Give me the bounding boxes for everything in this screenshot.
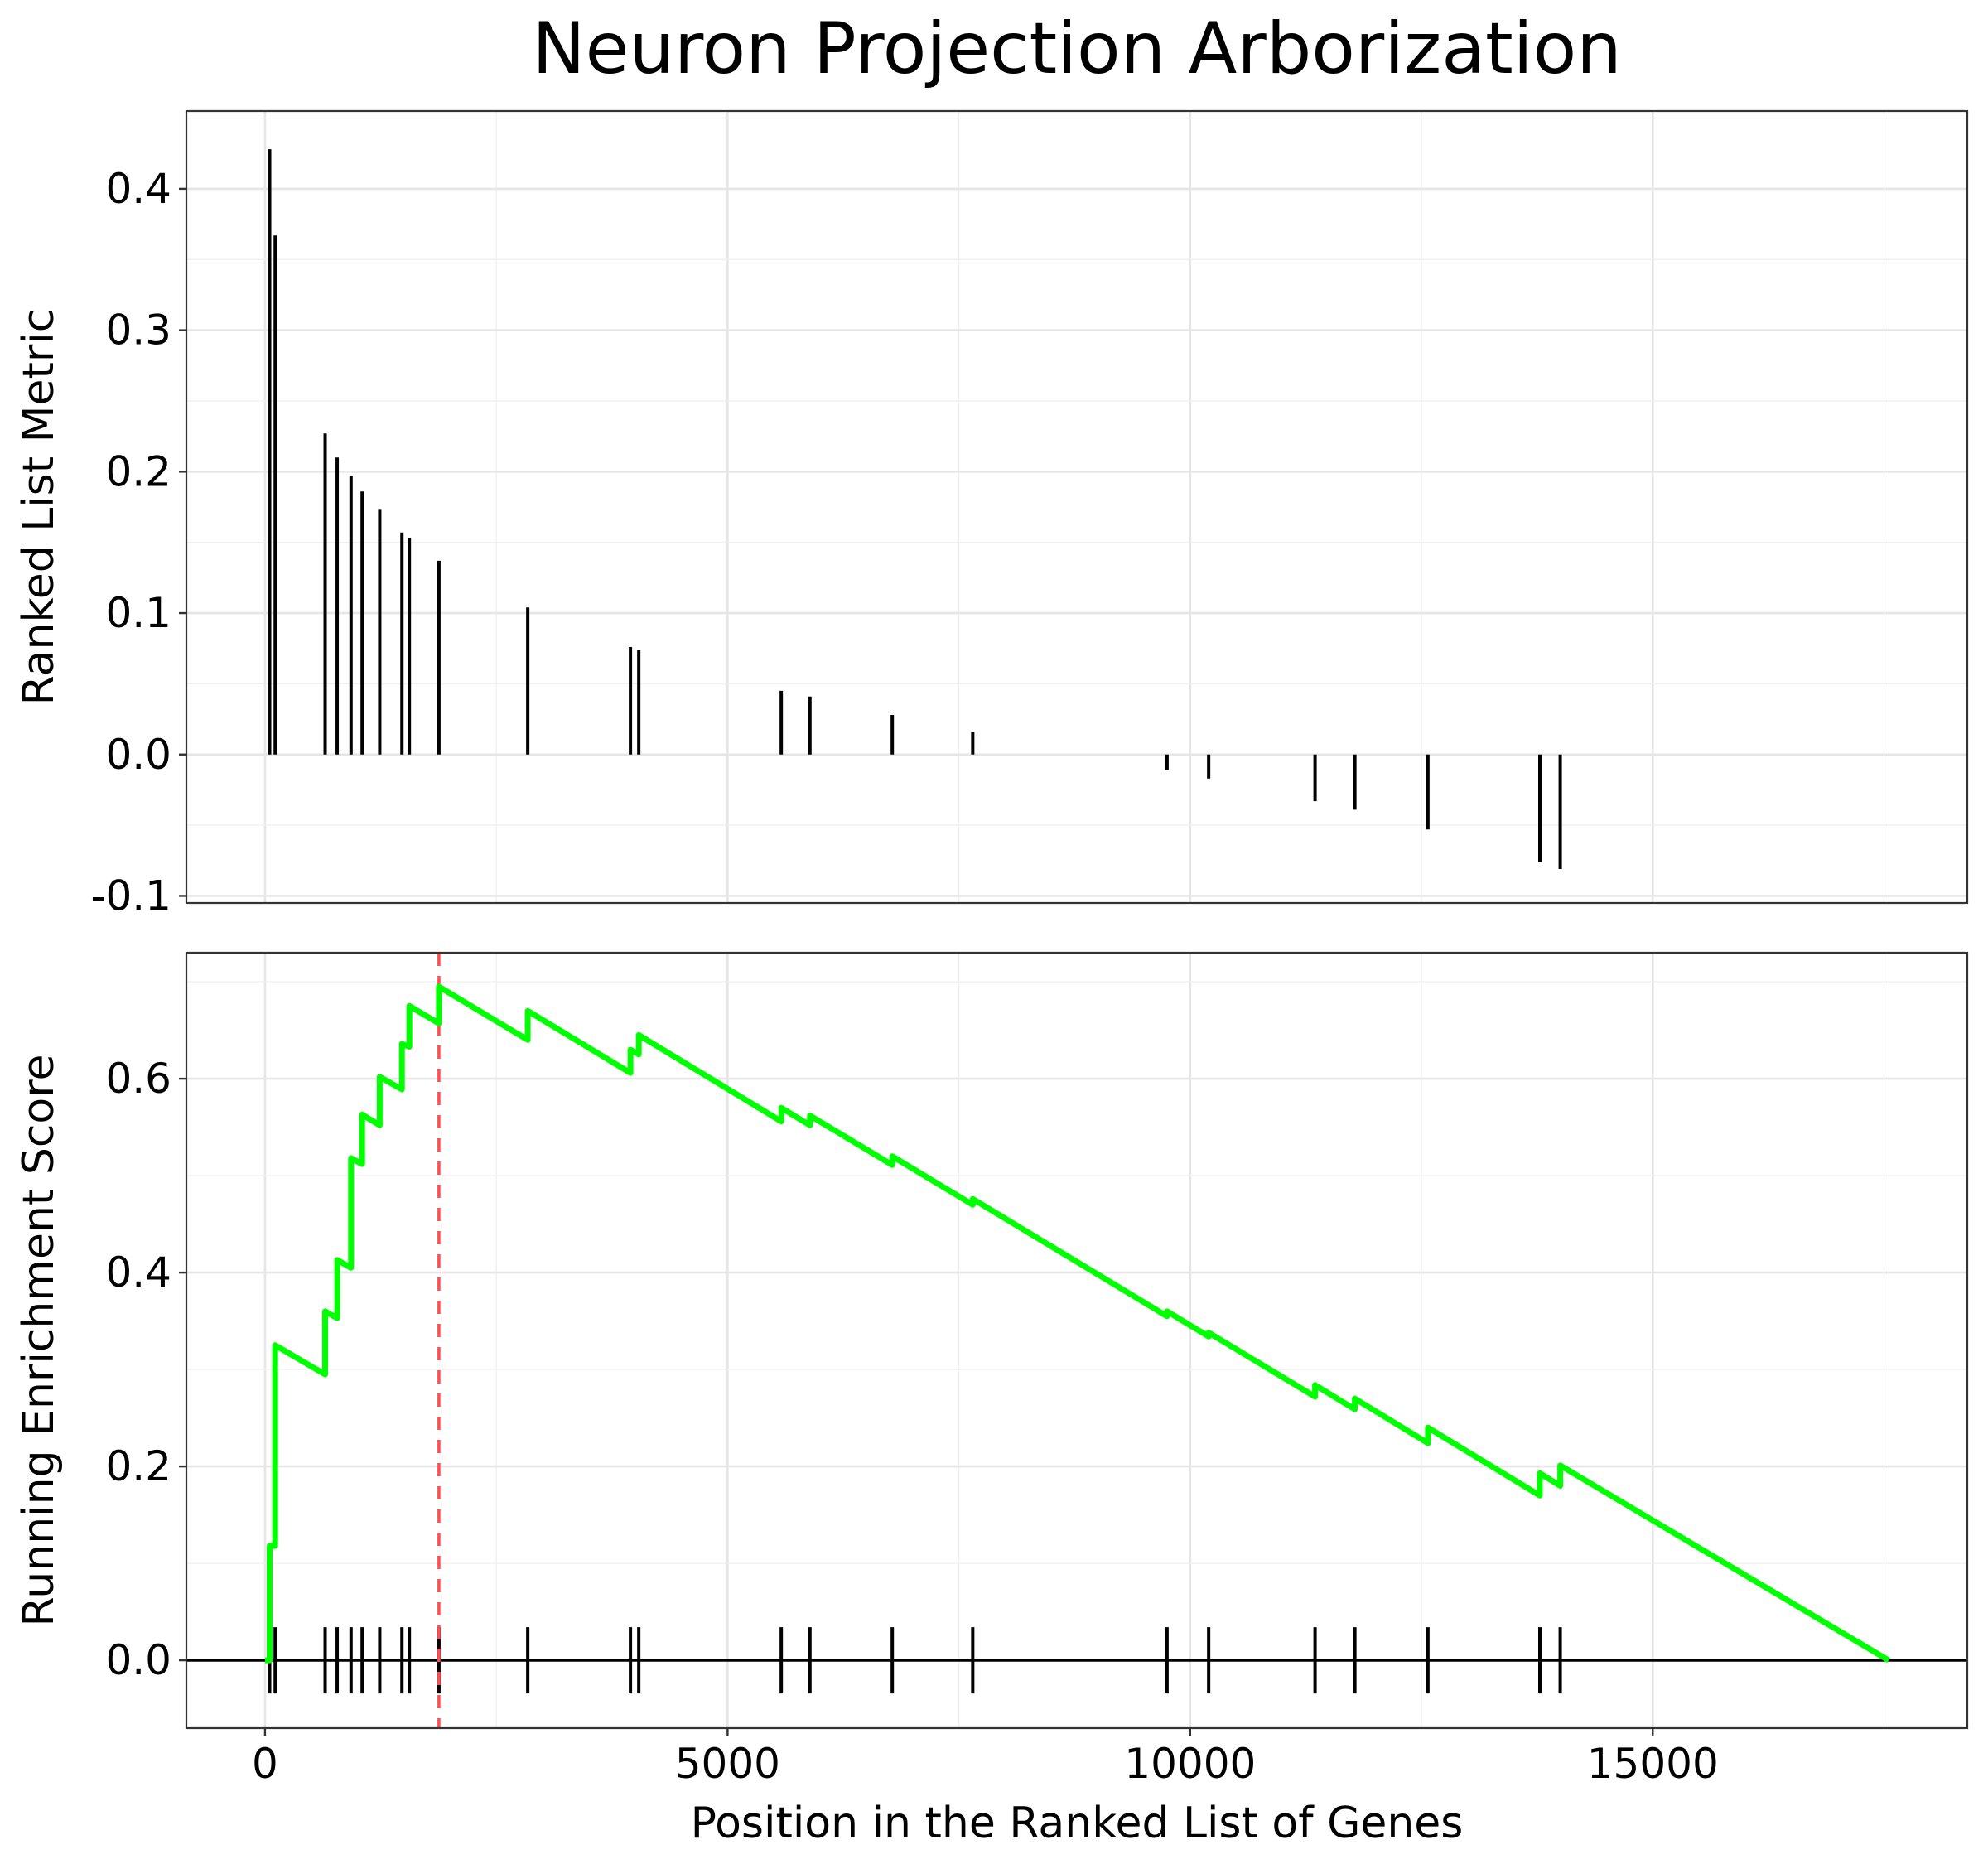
ranked-metric-panel-border xyxy=(185,109,1969,905)
ranked-metric-y-tick-label: 0.3 xyxy=(105,307,171,355)
x-axis-ticks: 0 5000 10000 15000 xyxy=(252,1728,1719,1788)
running-enrichment-line xyxy=(264,983,1890,1664)
ranked-metric-y-tick-label: 0.4 xyxy=(105,165,171,213)
ranked-metric-bars xyxy=(268,149,1562,870)
ranked-metric-panel: -0.1 0.0 0.1 0.2 0.3 0.4 Ranked List Metric xyxy=(14,109,1969,920)
chart-title: Neuron Projection Arborization xyxy=(532,7,1622,90)
running-enrichment-y-label: Running Enrichment Score xyxy=(14,1055,64,1627)
running-enrichment-y-tick-label: 0.0 xyxy=(105,1636,171,1684)
running-enrichment-y-tick-label: 0.6 xyxy=(105,1055,171,1103)
ranked-metric-grid xyxy=(186,111,1967,903)
ranked-metric-y-label: Ranked List Metric xyxy=(14,309,64,706)
running-enrichment-y-tick-label: 0.2 xyxy=(105,1442,171,1490)
ranked-metric-y-tick-label: 0.2 xyxy=(105,447,171,495)
ranked-metric-y-tick-label: -0.1 xyxy=(90,872,171,920)
running-enrichment-y-tick-label: 0.4 xyxy=(105,1248,171,1297)
x-axis-tick-label: 5000 xyxy=(675,1740,780,1788)
x-axis-tick-label: 0 xyxy=(252,1740,278,1788)
x-axis-label: Position in the Ranked List of Genes xyxy=(691,1799,1464,1848)
running-enrichment-panel: 0.0 0.2 0.4 0.6 Running Enrichment Score xyxy=(14,951,1969,1730)
x-axis-tick-label: 15000 xyxy=(1587,1740,1719,1788)
x-axis-tick-label: 10000 xyxy=(1124,1740,1256,1788)
running-enrichment-grid xyxy=(186,953,1967,1728)
running-enrichment-panel-border xyxy=(185,951,1969,1730)
ranked-metric-y-tick-label: 0.1 xyxy=(105,589,171,637)
running-enrichment-y-ticks: 0.0 0.2 0.4 0.6 xyxy=(105,1055,186,1684)
ranked-metric-y-tick-label: 0.0 xyxy=(105,731,171,779)
ranked-metric-y-ticks: -0.1 0.0 0.1 0.2 0.3 0.4 xyxy=(90,165,186,920)
